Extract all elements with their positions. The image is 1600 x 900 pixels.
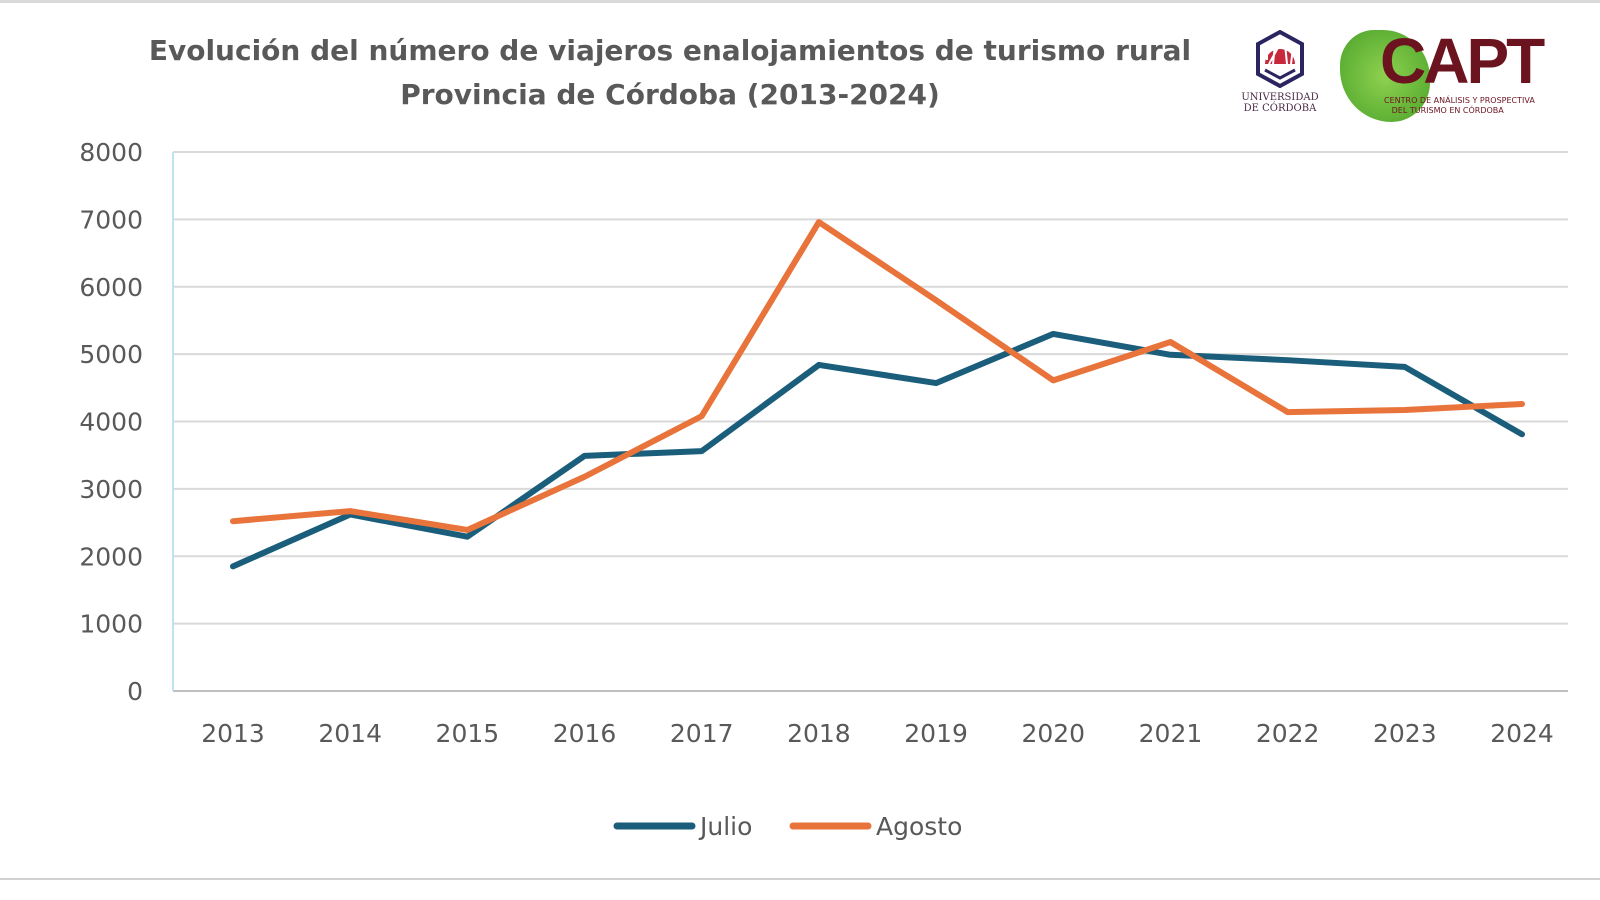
x-tick-label: 2016: [553, 719, 617, 748]
y-tick-label: 3000: [79, 475, 143, 504]
x-tick-label: 2019: [904, 719, 968, 748]
x-tick-label: 2020: [1021, 719, 1085, 748]
x-tick-label: 2023: [1373, 719, 1437, 748]
legend-label: Agosto: [876, 812, 962, 841]
y-tick-label: 0: [127, 677, 143, 706]
x-tick-label: 2024: [1490, 719, 1554, 748]
series-line-agosto: [230, 219, 1525, 533]
legend-label: Julio: [698, 812, 752, 841]
x-tick-label: 2015: [436, 719, 500, 748]
x-tick-label: 2014: [318, 719, 382, 748]
y-tick-label: 7000: [79, 205, 143, 234]
chart-title-line1: Evolución del número de viajeros enaloja…: [148, 34, 1192, 67]
y-tick-label: 4000: [79, 408, 143, 437]
y-tick-label: 1000: [79, 610, 143, 639]
x-tick-label: 2021: [1139, 719, 1203, 748]
series-line-julio: [230, 330, 1525, 570]
y-tick-label: 8000: [79, 138, 143, 167]
x-tick-label: 2018: [787, 719, 851, 748]
universidad-cordoba-logo: UNIVERSIDAD DE CÓRDOBA: [1240, 29, 1320, 114]
y-tick-label: 5000: [79, 340, 143, 369]
x-tick-label: 2017: [670, 719, 734, 748]
chart-title-line2: Provincia de Córdoba (2013-2024): [400, 78, 940, 111]
x-tick-label: 2022: [1256, 719, 1320, 748]
y-tick-label: 6000: [79, 273, 143, 302]
capt-logo: CAPT CENTRO DE ANÁLISIS Y PROSPECTIVA DE…: [1340, 26, 1565, 124]
y-tick-label: 2000: [79, 542, 143, 571]
x-tick-label: 2013: [201, 719, 265, 748]
bottom-border: [0, 878, 1600, 880]
top-border: [0, 0, 1600, 3]
uco-shield-icon: [1256, 29, 1304, 89]
